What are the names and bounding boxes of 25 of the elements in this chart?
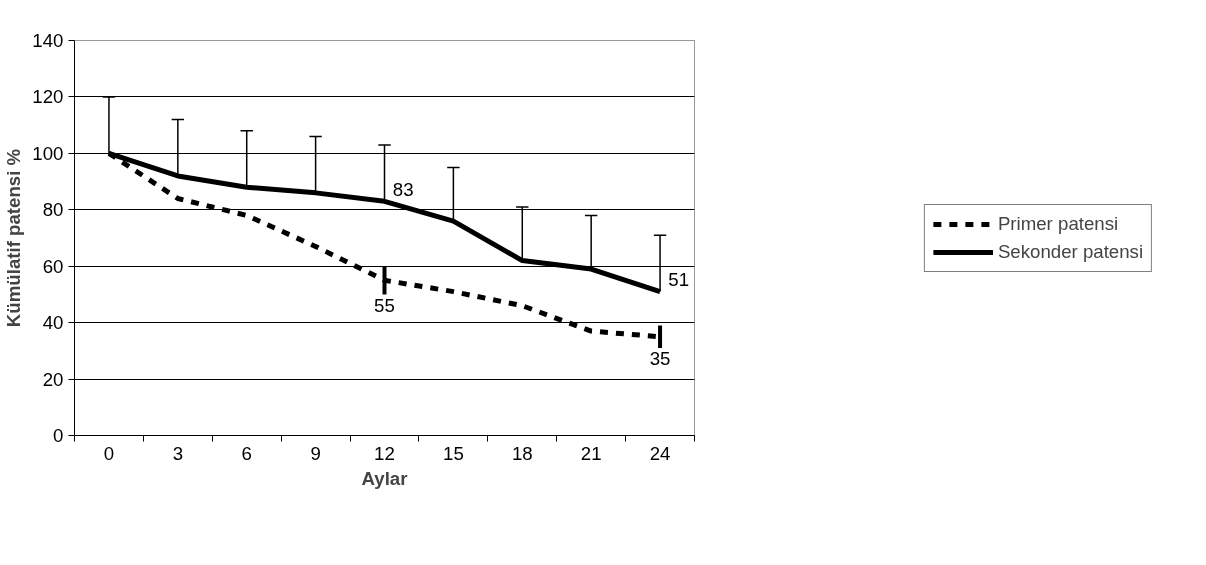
y-tick-label: 140 [32, 30, 64, 51]
data-label: 51 [668, 268, 690, 290]
y-axis-title: Kümülatif patensi % [3, 148, 25, 328]
x-tick-label: 18 [511, 442, 533, 464]
legend-label: Primer patensi [997, 212, 1119, 235]
x-axis-title: Aylar [361, 467, 408, 489]
legend-label: Sekonder patensi [997, 240, 1144, 263]
x-tick-label: 24 [649, 442, 671, 464]
x-tick-label: 12 [374, 442, 395, 464]
x-tick-label: 0 [103, 442, 115, 464]
y-tick-label: 60 [42, 255, 64, 277]
y-tick-label: 20 [42, 368, 64, 390]
data-label: 55 [374, 294, 395, 316]
y-tick-label: 80 [42, 199, 64, 221]
x-tick-label: 6 [241, 442, 252, 464]
data-label: 35 [649, 348, 671, 370]
y-tick-label: 120 [32, 86, 64, 108]
x-tick-label: 21 [580, 442, 602, 464]
y-tick-label: 100 [32, 142, 64, 164]
data-label: 83 [392, 178, 414, 200]
x-tick-label: 3 [172, 442, 184, 464]
y-tick-label: 40 [42, 312, 64, 334]
x-tick-label: 15 [443, 442, 464, 464]
x-tick-label: 9 [310, 442, 321, 464]
y-tick-label: 0 [53, 425, 64, 446]
